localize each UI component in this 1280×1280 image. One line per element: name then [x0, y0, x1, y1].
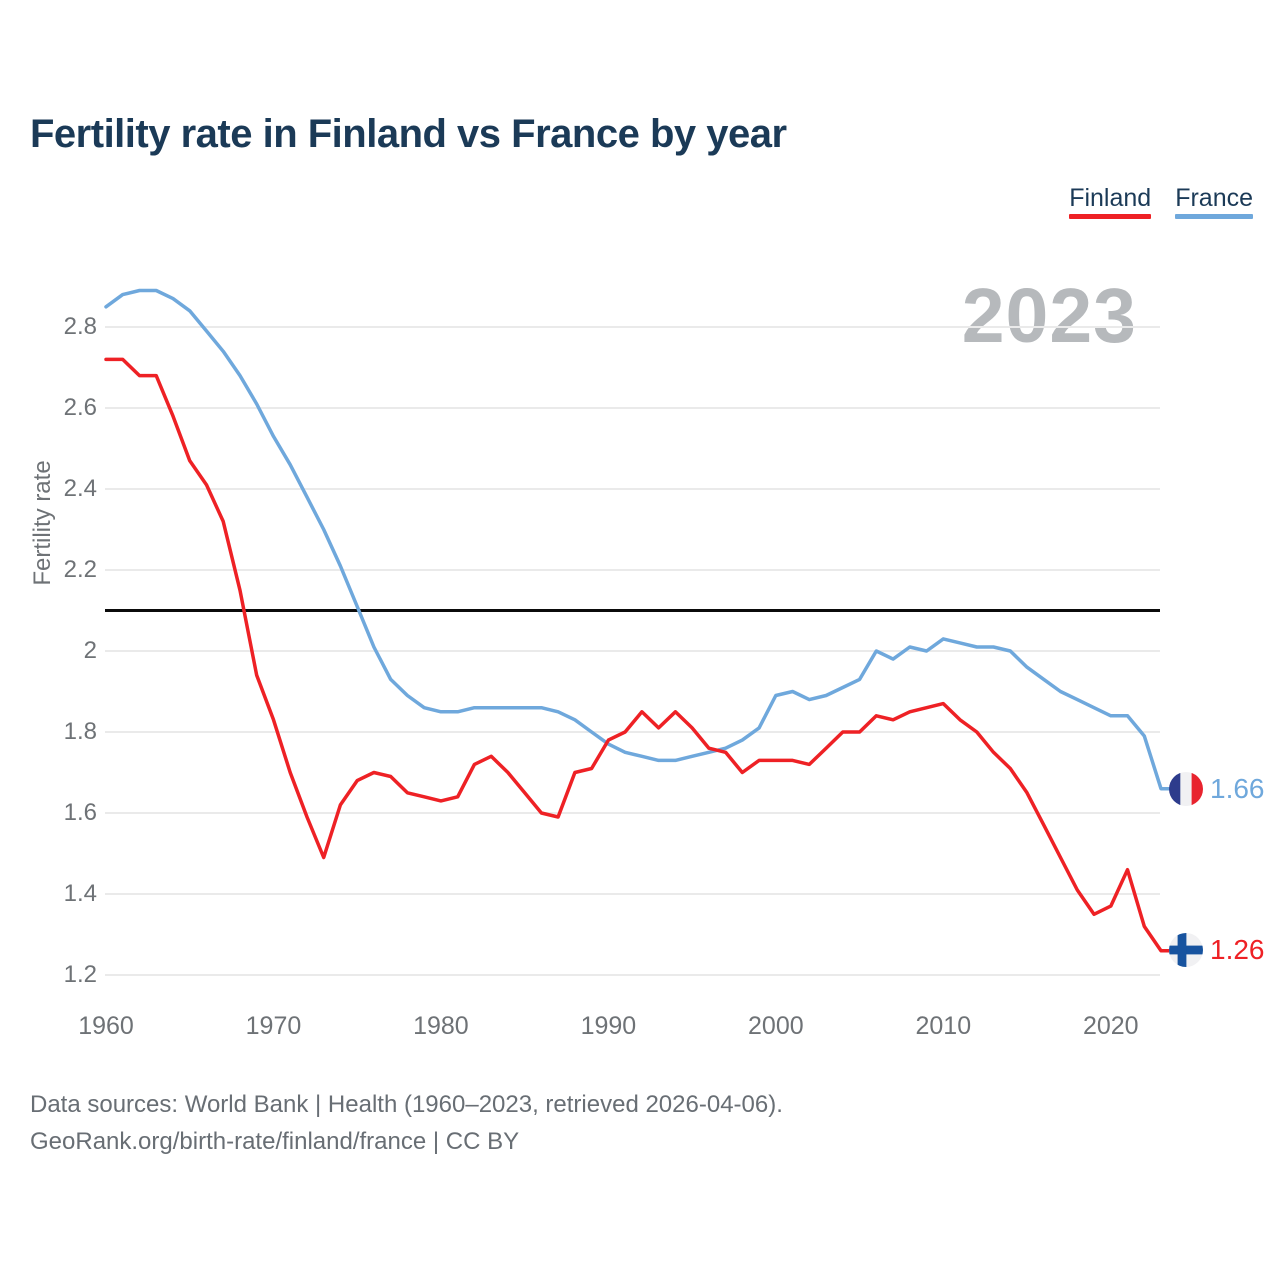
x-tick-label: 1980 — [413, 1012, 469, 1040]
finland-flag-icon — [1169, 933, 1203, 967]
france-end-value: 1.66 — [1210, 773, 1265, 804]
y-tick-label: 1.6 — [63, 799, 97, 826]
finland-line — [104, 357, 1172, 953]
x-tick-label: 1960 — [78, 1012, 134, 1040]
footer-sources-line: Data sources: World Bank | Health (1960–… — [30, 1091, 783, 1118]
x-tick-label: 1970 — [245, 1012, 302, 1040]
y-tick-label: 2.6 — [63, 394, 97, 421]
y-tick-label: 1.8 — [63, 718, 97, 745]
legend-item-finland[interactable]: Finland — [1069, 184, 1152, 219]
footer: Data sources: World Bank | Health (1960–… — [30, 1086, 783, 1160]
y-tick-label: 1.4 — [63, 880, 97, 907]
legend-underline — [1069, 214, 1152, 219]
legend-underline — [1175, 214, 1253, 219]
finland-end-label: 1.26 — [1169, 933, 1265, 967]
year-watermark: 2023 — [961, 273, 1137, 359]
legend-item-france[interactable]: France — [1175, 185, 1253, 219]
y-tick-label: 2.4 — [63, 475, 97, 502]
x-tick-label: 2000 — [748, 1012, 804, 1040]
x-tick-label: 2010 — [915, 1012, 972, 1040]
y-tick-label: 2 — [83, 637, 97, 664]
y-tick-label: 2.8 — [63, 313, 97, 340]
footer-attribution-line: GeoRank.org/birth-rate/finland/france | … — [30, 1128, 520, 1155]
y-tick-label: 2.2 — [63, 556, 97, 583]
x-tick-label: 2020 — [1082, 1012, 1139, 1040]
finland-end-value: 1.26 — [1210, 934, 1265, 965]
page-title: Fertility rate in Finland vs France by y… — [30, 112, 787, 156]
legend: Finland France — [1069, 185, 1253, 219]
france-end-label: 1.66 — [1169, 772, 1265, 806]
x-tick-label: 1990 — [580, 1012, 637, 1040]
y-tick-label: 1.2 — [63, 961, 97, 988]
legend-label-finland: Finland — [1069, 184, 1152, 212]
france-flag-icon — [1169, 772, 1203, 806]
legend-label-france: France — [1175, 184, 1253, 212]
france-line — [104, 288, 1172, 791]
